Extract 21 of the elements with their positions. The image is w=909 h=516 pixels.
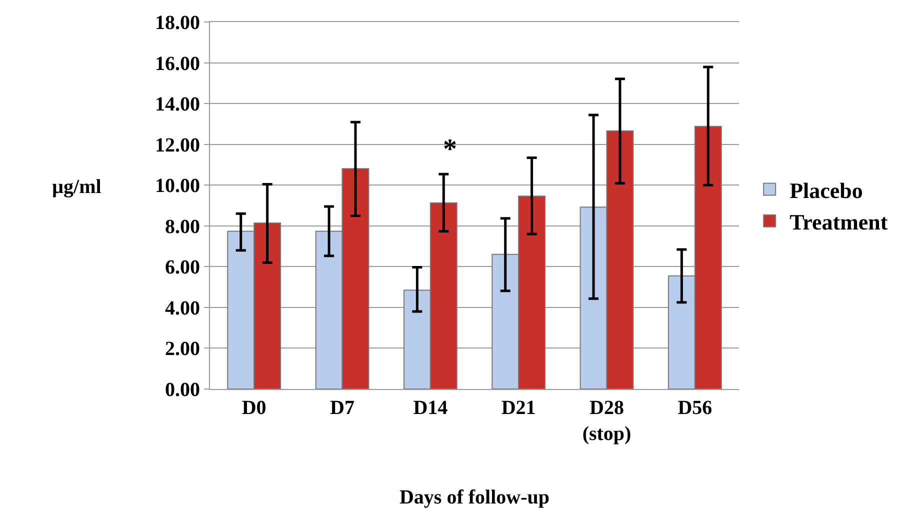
x-tick-label: D56 [678,397,712,419]
legend-label: Placebo [790,178,863,203]
x-tick-label: D21 [501,397,536,419]
x-tick-label: D0 [242,397,266,419]
legend-label: Treatment [790,209,888,234]
y-tick-label: 14.00 [155,94,200,116]
x-tick-label: D28 (stop) [582,397,632,445]
x-tick-label: D14 [413,397,448,419]
y-tick-label: 12.00 [155,134,200,156]
y-tick-label: 4.00 [165,297,200,320]
y-tick-label: 0.00 [165,379,200,401]
y-tick-label: 18.00 [155,12,200,34]
y-tick-label: 8.00 [165,216,200,238]
y-tick-label: 10.00 [155,175,200,198]
y-tick-label: 6.00 [165,256,200,279]
y-axis-title: µg/ml [52,176,102,198]
y-tick-label: 2.00 [165,338,200,360]
annotation: * [443,134,457,165]
y-tick-label: 16.00 [155,52,200,75]
x-tick-label: D7 [330,397,354,419]
x-axis-title: Days of follow-up [399,486,550,508]
